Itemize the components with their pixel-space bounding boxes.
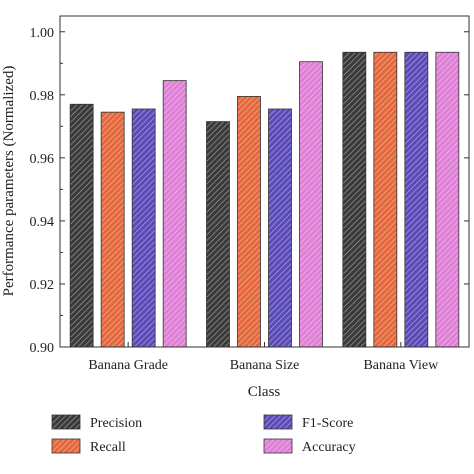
legend-swatch	[263, 414, 293, 430]
y-tick-label: 0.92	[30, 278, 55, 293]
bar-f1-score-banana-size	[268, 108, 292, 348]
legend-swatch	[51, 438, 81, 454]
legend-swatch	[263, 438, 293, 454]
bar-accuracy-banana-view	[435, 51, 460, 348]
bar-precision-banana-grade	[69, 103, 94, 348]
x-tick-label: Banana View	[363, 358, 439, 373]
legend: Precision F1-Score Recall Accuracy	[51, 414, 356, 455]
bar-precision-banana-view	[342, 51, 367, 348]
legend-item-f1-score: F1-Score	[263, 414, 353, 431]
legend-label: Precision	[90, 416, 142, 431]
legend-label: Recall	[90, 440, 126, 455]
legend-item-precision: Precision	[51, 414, 142, 431]
legend-label: Accuracy	[302, 440, 356, 455]
bars-layer	[69, 51, 460, 348]
x-tick-label: Banana Grade	[88, 358, 168, 373]
bar-recall-banana-view	[373, 51, 398, 348]
bar-recall-banana-size	[237, 95, 261, 348]
bar-f1-score-banana-view	[404, 51, 429, 348]
legend-label: F1-Score	[302, 416, 353, 431]
y-tick-label: 0.94	[30, 215, 55, 230]
y-tick-label: 1.00	[30, 26, 55, 41]
y-tick-label: 0.90	[30, 341, 55, 356]
x-axis: Banana Grade Banana Size Banana View	[88, 342, 439, 373]
y-tick-label: 0.96	[30, 152, 55, 167]
bar-precision-banana-size	[206, 121, 230, 348]
legend-item-accuracy: Accuracy	[263, 438, 356, 455]
bar-recall-banana-grade	[100, 111, 125, 348]
bar-accuracy-banana-size	[299, 61, 323, 348]
x-axis-label: Class	[248, 384, 281, 400]
bar-accuracy-banana-grade	[162, 80, 187, 348]
legend-item-recall: Recall	[51, 438, 126, 455]
legend-swatch	[51, 414, 81, 430]
y-axis-label: Performance parameters (Normalized)	[1, 66, 17, 297]
x-tick-label: Banana Size	[230, 358, 300, 373]
bar-f1-score-banana-grade	[131, 108, 156, 348]
y-axis: 0.90 0.92 0.94 0.96 0.98 1.00	[30, 26, 469, 356]
y-tick-label: 0.98	[30, 89, 55, 104]
